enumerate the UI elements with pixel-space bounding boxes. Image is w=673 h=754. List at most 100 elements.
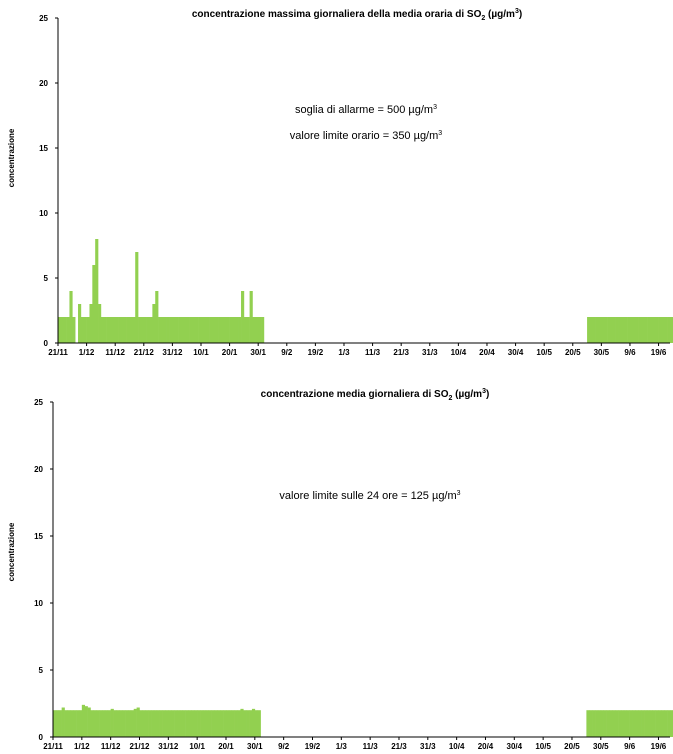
bar — [130, 710, 135, 737]
x-tick-label: 30/1 — [247, 742, 263, 751]
bar — [104, 710, 109, 737]
bar — [142, 710, 146, 737]
bar — [664, 317, 668, 343]
bar — [110, 708, 114, 737]
bar — [661, 317, 665, 343]
bar — [106, 317, 110, 343]
bar — [661, 710, 665, 737]
bar — [132, 317, 136, 343]
x-tick-label: 21/3 — [391, 742, 407, 751]
bar — [169, 317, 173, 343]
y-tick-label: 10 — [39, 209, 48, 218]
x-tick-label: 19/6 — [651, 742, 667, 751]
bar — [70, 710, 74, 737]
x-tick-label: 31/3 — [422, 348, 438, 357]
bar — [592, 710, 596, 737]
bar — [603, 710, 607, 737]
bar — [612, 317, 616, 343]
bar — [185, 710, 189, 737]
bar — [587, 317, 591, 343]
bar — [234, 710, 238, 737]
y-tick-label: 25 — [34, 398, 43, 407]
x-tick-label: 9/6 — [624, 742, 636, 751]
bar — [632, 317, 636, 343]
x-tick-label: 19/2 — [308, 348, 324, 357]
bar — [598, 317, 602, 343]
bar — [229, 317, 233, 343]
bar — [153, 710, 158, 737]
bar — [592, 317, 596, 343]
bar — [67, 710, 71, 737]
bar — [232, 317, 236, 343]
chart-title: concentrazione massima giornaliera della… — [192, 8, 522, 22]
bar — [138, 317, 142, 343]
bar — [214, 710, 218, 737]
bar — [225, 710, 230, 737]
bar — [220, 710, 224, 737]
bar — [641, 317, 645, 343]
bar — [612, 710, 616, 737]
bar — [143, 317, 147, 343]
x-ticks: 21/11 1/12 11/12 21/12 31/12 10/1 20/1 30/1 9/2 1… — [48, 343, 667, 357]
x-tick-label: 21/12 — [134, 348, 155, 357]
bar — [635, 317, 639, 343]
bar — [140, 317, 145, 343]
bar — [149, 317, 153, 343]
bar — [249, 710, 253, 737]
bar — [120, 317, 125, 343]
x-tick-label: 11/3 — [363, 742, 379, 751]
bar — [627, 317, 631, 343]
bar — [188, 710, 192, 737]
y-tick-label: 15 — [39, 144, 48, 153]
bar — [206, 317, 210, 343]
bar — [231, 710, 235, 737]
bar — [595, 710, 599, 737]
bar — [261, 317, 265, 343]
bar — [600, 710, 604, 737]
bar — [670, 317, 673, 343]
bar — [53, 710, 57, 737]
bar — [670, 710, 673, 737]
bar — [123, 317, 127, 343]
y-tick-label: 25 — [39, 14, 48, 23]
x-tick-label: 21/11 — [48, 348, 68, 357]
bar — [243, 317, 248, 343]
x-tick-label: 30/4 — [507, 742, 523, 751]
x-tick-label: 9/2 — [278, 742, 290, 751]
bar — [200, 710, 204, 737]
bars-group — [58, 239, 673, 343]
bar — [115, 317, 119, 343]
bar — [175, 317, 179, 343]
bar — [191, 710, 195, 737]
bar — [217, 710, 221, 737]
x-tick-label: 10/4 — [451, 348, 467, 357]
x-tick-label: 10/1 — [193, 348, 209, 357]
bar — [73, 710, 77, 737]
x-tick-label: 21/11 — [43, 742, 63, 751]
bar — [646, 710, 651, 737]
bar — [620, 710, 625, 737]
bar — [626, 710, 630, 737]
bar — [246, 710, 250, 737]
bar — [652, 317, 656, 343]
x-tick-label: 1/3 — [338, 348, 350, 357]
bar — [113, 710, 117, 737]
x-tick-label: 31/3 — [420, 742, 436, 751]
bar — [192, 317, 196, 343]
x-tick-label: 31/12 — [158, 742, 179, 751]
bar — [629, 317, 634, 343]
bar — [595, 317, 599, 343]
bar — [156, 710, 160, 737]
bar — [178, 317, 182, 343]
bar — [667, 710, 671, 737]
bar — [200, 317, 205, 343]
bar — [197, 710, 201, 737]
bar — [237, 710, 241, 737]
bar — [652, 710, 656, 737]
bar — [243, 710, 247, 737]
bar — [667, 317, 671, 343]
bar — [203, 317, 208, 343]
bar — [89, 304, 93, 343]
y-ticks: 0 5 10 15 20 25 — [39, 14, 58, 348]
bar — [81, 704, 86, 737]
